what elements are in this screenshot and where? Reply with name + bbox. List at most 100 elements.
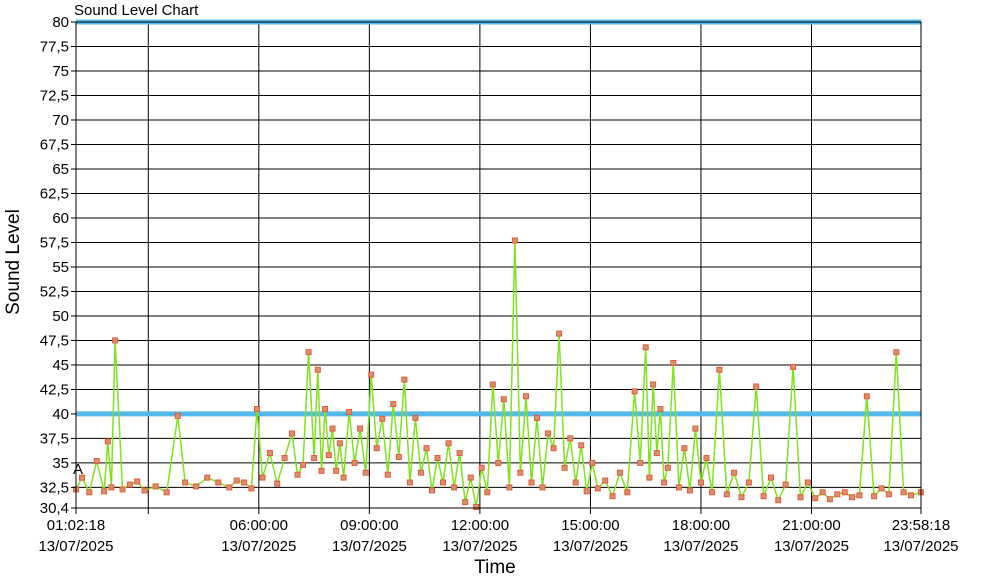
data-point: [318, 467, 325, 474]
x-tick-label-date: 13/07/2025: [883, 538, 958, 555]
x-tick-label-time: 06:00:00: [230, 517, 288, 534]
data-point: [215, 479, 222, 486]
data-point: [362, 469, 369, 476]
x-tick-label-time: 18:00:00: [672, 517, 730, 534]
data-point: [281, 455, 288, 461]
y-tick-label: 67,5: [40, 136, 69, 153]
data-point: [716, 366, 723, 373]
data-point: [681, 445, 688, 452]
data-point: [423, 445, 430, 452]
x-tick-label-time: 23:58:18: [892, 517, 950, 534]
x-tick-label-time: 01:02:18: [47, 517, 105, 534]
data-point: [578, 442, 585, 449]
data-point: [878, 485, 885, 492]
data-point: [709, 489, 715, 496]
data-point: [79, 474, 85, 481]
series-line: [75, 240, 922, 508]
data-point: [325, 452, 332, 459]
y-tick-label: 60: [52, 210, 69, 227]
data-point: [108, 484, 115, 491]
data-point: [500, 396, 507, 403]
data-point: [686, 487, 693, 494]
data-point: [670, 360, 677, 366]
data-point: [314, 366, 321, 373]
data-point: [692, 425, 699, 432]
data-point: [893, 349, 900, 356]
x-tick-label-date: 13/07/2025: [38, 538, 113, 555]
data-point: [294, 471, 301, 478]
data-point: [653, 450, 660, 457]
data-point: [226, 484, 233, 491]
data-point: [429, 487, 435, 494]
annotation-label: A: [73, 461, 83, 478]
data-point: [745, 479, 752, 486]
data-point: [871, 493, 878, 500]
y-tick-label: 35: [52, 455, 69, 472]
data-point: [248, 485, 255, 492]
data-point: [841, 489, 848, 496]
data-point: [703, 455, 710, 461]
data-point: [254, 406, 260, 412]
data-point: [233, 477, 240, 484]
data-point: [204, 474, 211, 481]
y-tick-label: 42,5: [40, 381, 69, 398]
data-point: [104, 438, 111, 445]
data-point: [646, 474, 653, 481]
data-point: [412, 414, 419, 421]
data-point: [572, 479, 579, 486]
data-point: [723, 491, 730, 498]
data-point: [390, 401, 397, 408]
y-tick-label: 30,4: [40, 500, 69, 517]
data-point: [141, 487, 148, 494]
x-tick-label-date: 13/07/2025: [774, 538, 849, 555]
x-tick-label-date: 13/07/2025: [332, 538, 407, 555]
data-point: [790, 363, 797, 370]
x-axis-label: Time: [474, 557, 516, 578]
data-point: [417, 469, 424, 476]
data-point: [900, 489, 907, 496]
y-tick-label: 32,5: [40, 479, 69, 496]
data-point: [731, 469, 738, 476]
data-point: [384, 471, 391, 478]
x-tick-label-date: 13/07/2025: [442, 538, 517, 555]
data-point: [451, 484, 458, 491]
data-point: [473, 504, 480, 510]
data-point: [561, 464, 568, 471]
x-tick-label-time: 21:00:00: [782, 517, 840, 534]
data-point: [495, 459, 502, 466]
data-point: [602, 477, 609, 484]
data-point: [357, 425, 364, 432]
data-point: [804, 479, 811, 486]
data-point: [401, 376, 408, 383]
grid-layer: [76, 21, 921, 509]
y-tick-label: 47,5: [40, 332, 69, 349]
data-point: [406, 479, 413, 486]
data-point: [119, 486, 126, 493]
x-tick-label-date: 13/07/2025: [663, 538, 738, 555]
y-tick-labels: 30,4 32,5 35 37,5 40 42,5 45 47,5 50 52,5 55 57,5 60…: [40, 14, 76, 517]
data-point: [908, 492, 914, 499]
data-point: [456, 450, 463, 457]
y-tick-label: 40: [52, 406, 69, 423]
data-point: [539, 484, 546, 491]
data-point: [379, 415, 386, 422]
data-point: [462, 499, 469, 506]
data-point: [550, 445, 557, 452]
data-point: [698, 479, 704, 486]
data-point: [86, 489, 93, 496]
data-point: [434, 455, 441, 461]
x-tick-label-time: 15:00:00: [561, 517, 619, 534]
data-point: [657, 406, 664, 412]
data-point: [637, 459, 644, 466]
y-tick-label: 45: [52, 357, 69, 374]
data-point: [517, 469, 524, 476]
data-point: [351, 459, 358, 466]
y-tick-label: 50: [52, 308, 69, 325]
data-point: [661, 479, 668, 486]
data-point: [467, 474, 474, 481]
data-point: [556, 330, 563, 337]
data-point: [300, 461, 306, 468]
data-point: [826, 496, 833, 503]
data-point: [311, 455, 318, 461]
